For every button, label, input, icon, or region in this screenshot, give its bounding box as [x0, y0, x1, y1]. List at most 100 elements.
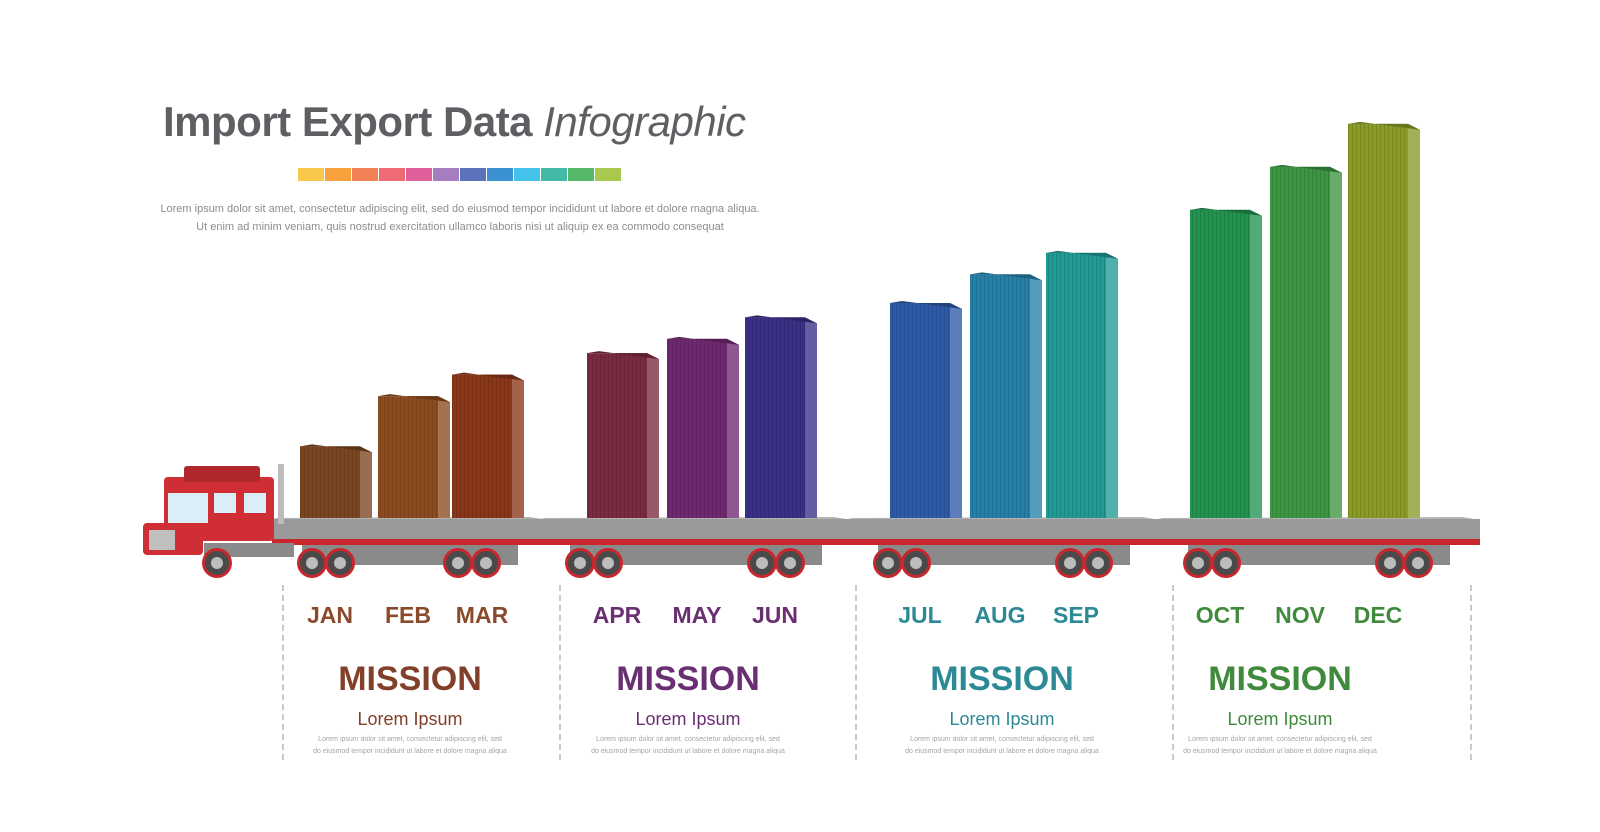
title-bold: Import Export Data [163, 98, 533, 145]
color-swatch [460, 168, 486, 181]
description-line-2: Ut enim ad minim veniam, quis nostrud ex… [196, 221, 724, 233]
bar-front-texture [1190, 209, 1250, 519]
wheel-hub [602, 557, 614, 569]
wheel-hub [882, 557, 894, 569]
mission-body-text: do eiusmod tempor incididunt ut labore e… [591, 748, 785, 755]
mission-body-text: do eiusmod tempor incididunt ut labore e… [1183, 748, 1377, 755]
bar-apr [587, 351, 659, 518]
bar-side [1106, 252, 1118, 519]
month-label-jul: JUL [898, 602, 942, 628]
mission-body-text: Lorem ipsum dolor sit amet, consectetur … [1188, 736, 1372, 743]
bar-front-texture [667, 338, 727, 518]
bar-top [1046, 250, 1118, 259]
trailer-deck [1158, 519, 1480, 541]
trailer-frame [272, 539, 548, 545]
wheel-hub [306, 557, 318, 569]
month-label-jan: JAN [306, 602, 353, 628]
month-label-aug: AUG [974, 602, 1026, 628]
color-swatch [541, 168, 567, 181]
bar-side [647, 353, 659, 518]
bar-mar [452, 372, 524, 518]
color-swatch-strip [298, 168, 622, 181]
wheel-hub [784, 557, 796, 569]
bar-jul [890, 301, 962, 518]
dashed-divider [855, 585, 857, 760]
month-label-nov: NOV [1275, 602, 1325, 628]
bar-front-texture [890, 303, 950, 518]
bar-top [667, 336, 739, 345]
bar-nov [1270, 164, 1342, 519]
bar-top [378, 394, 450, 403]
mission-body-text: Lorem ipsum dolor sit amet, consectetur … [318, 736, 502, 743]
bar-side [512, 374, 524, 518]
bar-top [970, 272, 1042, 281]
mission-subtitle: Lorem Ipsum [949, 709, 1055, 729]
mission-body-text: Lorem ipsum dolor sit amet, consectetur … [910, 736, 1094, 743]
mission-body-text: Lorem ipsum dolor sit amet, consectetur … [596, 736, 780, 743]
truck-windshield [168, 493, 208, 523]
wheel-hub [910, 557, 922, 569]
bar-front-texture [378, 396, 438, 518]
bar-top [1190, 207, 1262, 216]
bar-side [1330, 166, 1342, 519]
bar-top [1270, 164, 1342, 173]
bar-front-texture [1046, 252, 1106, 519]
wheel-hub [1384, 557, 1396, 569]
bar-oct [1190, 207, 1262, 519]
truck-grille [149, 530, 175, 550]
wheel-hub [1412, 557, 1424, 569]
bar-dec [1348, 121, 1420, 518]
bar-front-texture [745, 317, 805, 518]
bar-top [587, 351, 659, 360]
trailer-frame [848, 539, 1160, 545]
truck-side-window [214, 493, 236, 513]
bar-aug [970, 272, 1042, 518]
wheel-hub [1220, 557, 1232, 569]
dashed-divider [282, 585, 284, 760]
bar-jun [745, 315, 817, 518]
truck-rear-window [244, 493, 266, 513]
dashed-divider [1172, 585, 1174, 760]
bar-top [452, 372, 524, 381]
wheel-hub [334, 557, 346, 569]
color-swatch [352, 168, 378, 181]
bar-feb [378, 394, 450, 518]
color-swatch [379, 168, 405, 181]
mission-heading: MISSION [1208, 660, 1352, 698]
month-label-mar: MAR [455, 602, 509, 628]
trailer-deck [848, 519, 1160, 541]
bar-top [300, 444, 372, 453]
bar-series [300, 121, 1420, 519]
bar-top [745, 315, 817, 324]
bar-jan [300, 444, 372, 518]
truck-and-trailers [143, 464, 1480, 578]
bar-front-texture [587, 353, 647, 518]
month-label-jun: JUN [751, 602, 798, 628]
bar-side [360, 446, 372, 518]
month-label-oct: OCT [1195, 602, 1245, 628]
truck-exhaust-stack [278, 464, 284, 524]
mission-subtitle: Lorem Ipsum [635, 709, 741, 729]
month-label-feb: FEB [385, 602, 431, 628]
trailer-deck [540, 519, 852, 541]
mission-heading: MISSION [930, 660, 1074, 698]
bar-may [667, 336, 739, 518]
color-swatch [568, 168, 594, 181]
bar-side [1030, 274, 1042, 518]
color-swatch [487, 168, 513, 181]
wheel-hub [480, 557, 492, 569]
wheel-hub [574, 557, 586, 569]
bar-front-texture [452, 374, 512, 518]
wheel-hub [452, 557, 464, 569]
wheel-hub [756, 557, 768, 569]
color-swatch [595, 168, 621, 181]
dashed-divider [559, 585, 561, 760]
mission-subtitle: Lorem Ipsum [1227, 709, 1333, 729]
dashed-divider [1470, 585, 1472, 760]
bar-side [727, 338, 739, 518]
bar-side [1250, 209, 1262, 519]
bar-side [438, 396, 450, 518]
trailer-deck [272, 519, 548, 541]
wheel-hub [1092, 557, 1104, 569]
